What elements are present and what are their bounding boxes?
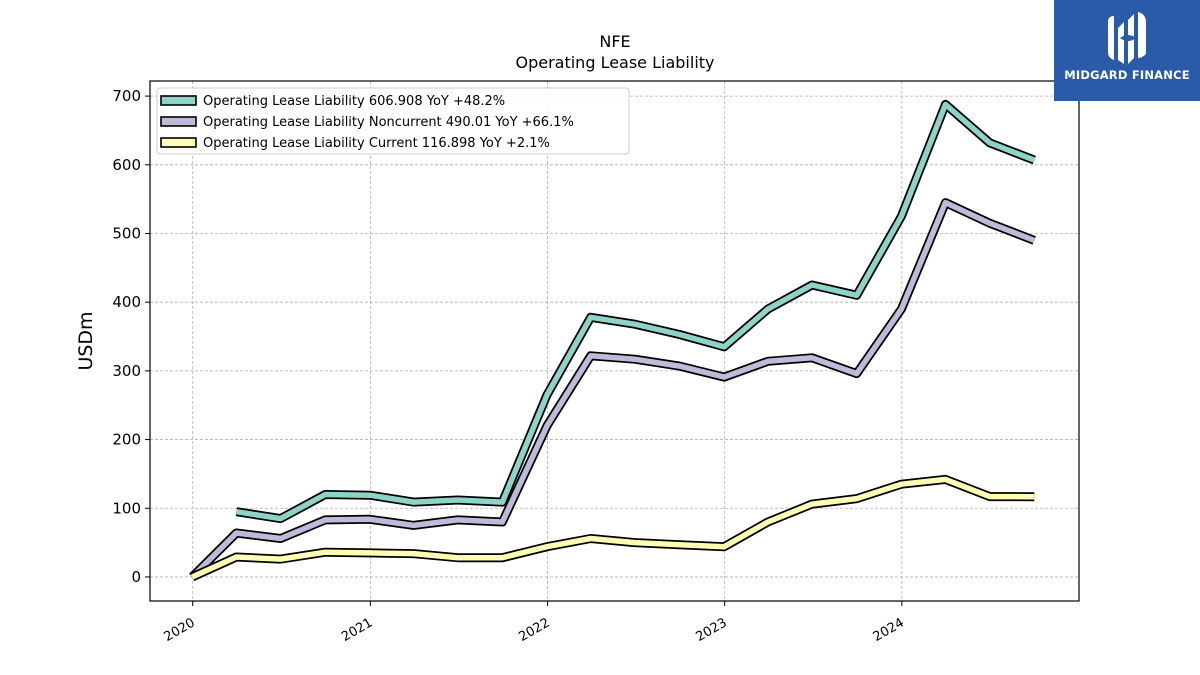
chart-subtitle: Operating Lease Liability (515, 53, 714, 72)
y-tick-label: 500 (112, 224, 141, 242)
legend-box (156, 87, 630, 155)
legend: Operating Lease Liability 606.908 YoY +4… (156, 87, 630, 155)
plot-frame (149, 80, 1080, 602)
legend-label: Operating Lease Liability 606.908 YoY +4… (203, 94, 505, 109)
y-tick-label: 300 (112, 362, 141, 380)
legend-swatch (160, 95, 197, 106)
y-tick-label: 200 (112, 431, 141, 449)
logo-text: MIDGARD FINANCE (1064, 68, 1190, 82)
series-outline-0 (235, 99, 1036, 524)
grid (150, 81, 1079, 601)
x-tick-label: 2021 (339, 615, 375, 645)
y-tick-label: 700 (112, 87, 141, 105)
x-ticks: 2020 2021 2022 2023 2024 (162, 601, 907, 645)
legend-label: Operating Lease Liability Noncurrent 490… (203, 115, 574, 130)
series-line-0 (235, 101, 1036, 522)
brand-logo: MIDGARD FINANCE (1054, 0, 1200, 101)
x-tick-label: 2024 (871, 615, 907, 645)
x-tick-label: 2023 (694, 615, 730, 645)
midgard-logo-icon (1108, 12, 1146, 64)
y-axis-label: USDm (75, 311, 97, 370)
x-tick-label: 2020 (162, 615, 198, 645)
series-line-1 (190, 199, 1036, 579)
y-tick-label: 100 (112, 499, 141, 517)
x-tick-label: 2022 (516, 615, 552, 645)
legend-swatch (160, 137, 197, 148)
legend-label: Operating Lease Liability Current 116.89… (203, 136, 550, 151)
y-tick-label: 600 (112, 156, 141, 174)
y-ticks: 0 100 200 300 400 500 600 700 (112, 87, 150, 586)
y-tick-label: 0 (131, 568, 141, 586)
series-lines (189, 99, 1036, 582)
legend-swatch (160, 116, 197, 127)
series-line-2 (191, 476, 1035, 580)
chart-title: NFE (599, 32, 630, 51)
y-tick-label: 400 (112, 293, 141, 311)
